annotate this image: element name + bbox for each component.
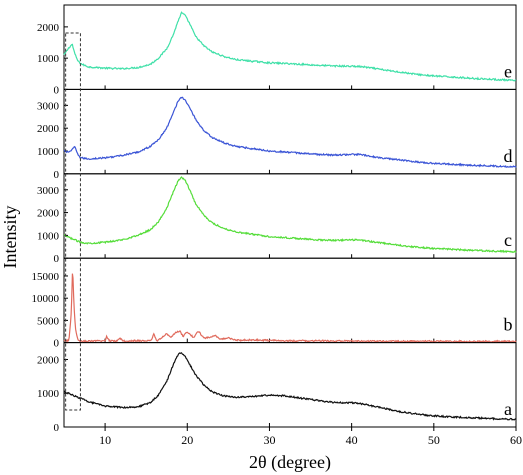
y-tick-label: 2000 (37, 354, 60, 366)
panel-label-e: e (504, 61, 512, 81)
x-tick-label: 30 (263, 433, 275, 447)
y-tick-label: 3000 (37, 185, 60, 197)
y-tick-label: 0 (54, 169, 60, 181)
y-tick-label: 1000 (37, 146, 60, 158)
series-line-c (63, 176, 517, 254)
y-tick-label: 2000 (37, 22, 60, 34)
y-tick-label: 0 (54, 84, 60, 96)
y-tick-label: 5000 (37, 315, 60, 327)
panels-layer: 0 1000 2000 e 0 1000 2000 3000 d 0 1000 2000 3000 c 0 5… (32, 4, 517, 434)
y-tick-label: 2000 (37, 208, 60, 220)
panel-label-b: b (504, 315, 513, 335)
y-tick-label: 0 (54, 253, 60, 265)
y-tick-label: 0 (54, 422, 60, 434)
y-tick-label: 15000 (32, 271, 60, 283)
x-tick-label: 40 (346, 433, 358, 447)
series-line-b (63, 273, 517, 344)
y-tick-label: 1000 (37, 388, 60, 400)
panel-label-c: c (504, 230, 512, 250)
y-tick-label: 0 (54, 338, 60, 350)
panel-frame (63, 88, 517, 175)
panel-e: 0 1000 2000 e (37, 4, 517, 96)
x-tick-label: 10 (99, 433, 111, 447)
panel-c: 0 1000 2000 3000 c (37, 173, 517, 265)
x-tick-label: 20 (181, 433, 193, 447)
y-tick-label: 10000 (32, 293, 60, 305)
y-tick-label: 2000 (37, 123, 60, 135)
y-tick-label: 1000 (37, 230, 60, 242)
x-axis-label: 2θ (degree) (249, 452, 331, 473)
y-tick-label: 3000 (37, 100, 60, 112)
panel-label-d: d (504, 146, 513, 166)
panel-frame (63, 173, 517, 259)
x-tick-label: 60 (510, 433, 522, 447)
highlight-box (65, 32, 81, 411)
panel-b: 0 5000 10000 15000 b (32, 257, 517, 350)
panel-a: 0 1000 2000 a (37, 342, 517, 434)
panel-label-a: a (504, 399, 512, 419)
panel-frame (63, 342, 517, 428)
panel-d: 0 1000 2000 3000 d (37, 88, 517, 181)
x-tick-label: 50 (428, 433, 440, 447)
series-line-d (63, 96, 517, 168)
y-tick-label: 1000 (37, 53, 60, 65)
x-axis: 10 20 30 40 50 60 (99, 427, 522, 447)
y-axis-label: Intensity (0, 206, 20, 269)
series-line-a (64, 352, 517, 421)
series-line-e (63, 11, 517, 82)
panel-frame (63, 257, 517, 344)
